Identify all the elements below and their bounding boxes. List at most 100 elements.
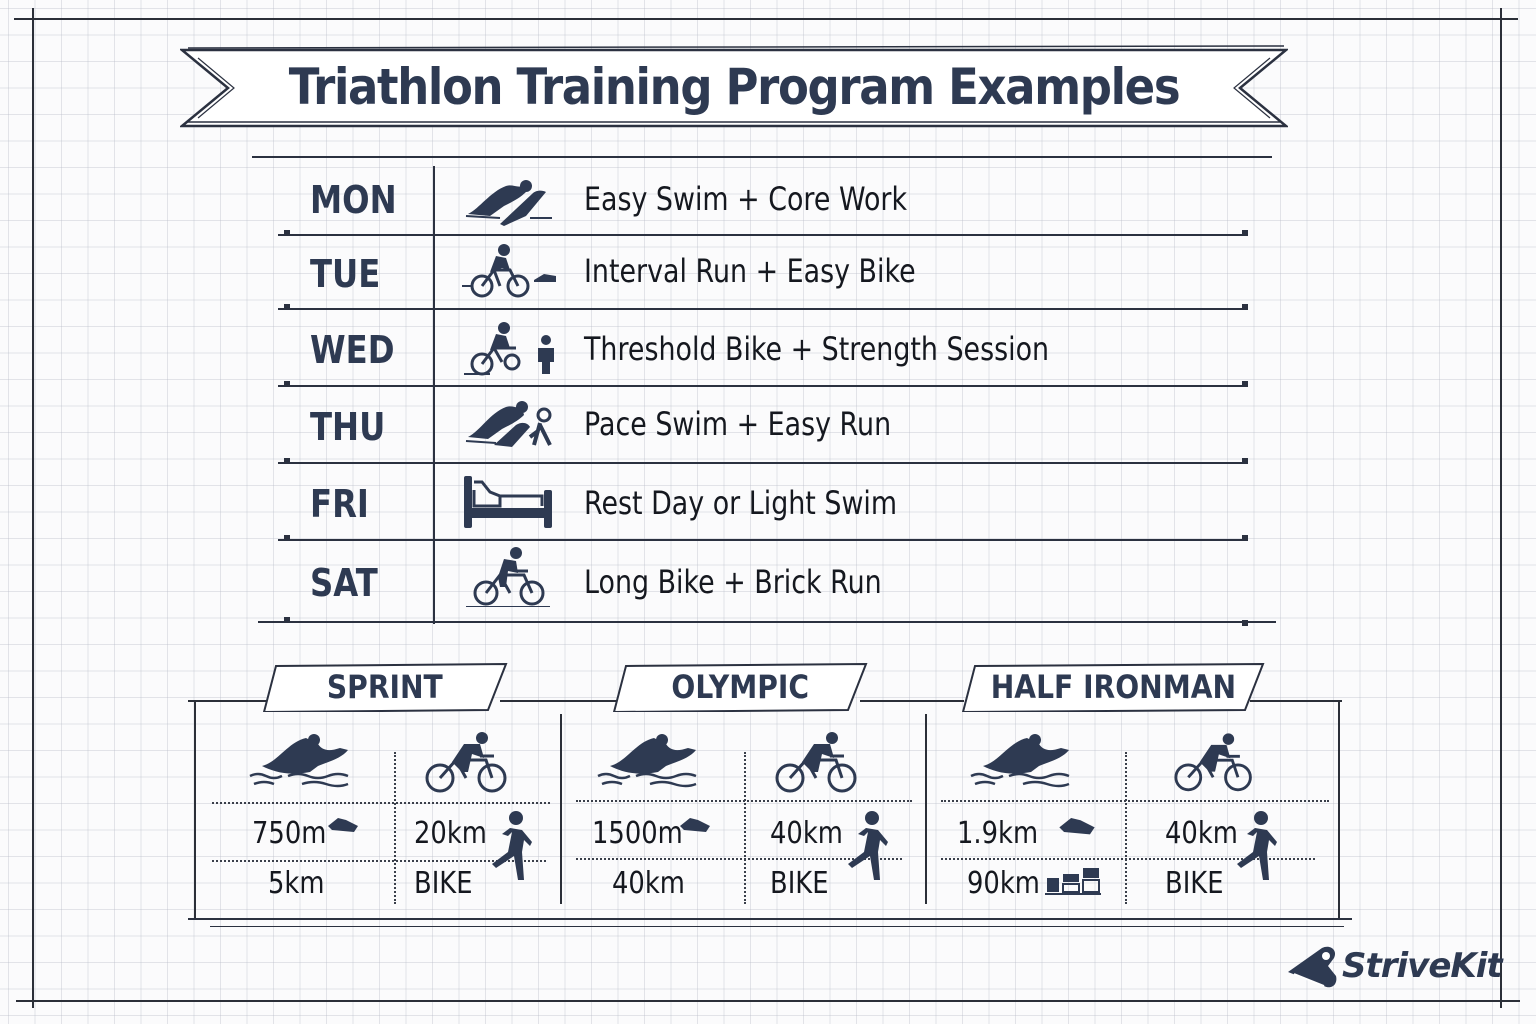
frame-right (1500, 8, 1502, 1008)
race-card-olympic: OLYMPIC 1500m 40km 40km BIKE (562, 660, 926, 930)
cards-top-rule-mid1 (500, 700, 624, 702)
card-grid-line (212, 802, 550, 804)
cards-right-edge (1338, 700, 1340, 918)
swim-icon (249, 734, 349, 788)
brand-name: StriveKit (1342, 946, 1503, 986)
activity-text: Threshold Bike + Strength Session (584, 330, 1050, 368)
row-marker (284, 381, 290, 387)
cards-top-rule-left (188, 700, 278, 702)
row-marker (1242, 458, 1248, 464)
card-grid-line (576, 858, 902, 860)
schedule-row-tue: TUE Interval Run + Easy Bike (258, 238, 1278, 312)
row-marker (1242, 381, 1248, 387)
activity-text: Interval Run + Easy Bike (584, 252, 916, 290)
run-distance: 40km (612, 866, 685, 901)
row-rule (278, 385, 1248, 387)
cards-divider-2 (925, 714, 927, 904)
swim-icon (465, 180, 552, 226)
card-grid-line (1125, 752, 1127, 904)
row-rule (278, 462, 1248, 464)
swim-distance: 750m (252, 816, 327, 851)
runner-icon (492, 811, 532, 880)
cards-bottom-rule (188, 918, 1352, 920)
bike-and-run-icon (462, 244, 556, 298)
card-grid-line (744, 752, 746, 904)
day-label: FRI (310, 482, 369, 526)
row-rule (278, 539, 1248, 541)
race-tab: OLYMPIC (612, 662, 868, 712)
row-rule (278, 234, 1248, 236)
bike-icon (425, 732, 507, 793)
run-distance: 90km (967, 866, 1040, 901)
race-name: SPRINT (327, 668, 443, 706)
schedule-row-sat: SAT Long Bike + Brick Run (258, 543, 1278, 617)
schedule-column-divider (433, 166, 435, 624)
ribbon-banner-shape (180, 45, 1288, 128)
bike-and-strength-icon (464, 322, 554, 376)
schedule-row-thu: THU Pace Swim + Easy Run (258, 389, 1278, 463)
runner-icon (1237, 811, 1277, 880)
frame-bottom (16, 1000, 1520, 1002)
frame-left (32, 8, 34, 1008)
swim-icon (597, 734, 697, 788)
activity-text: Easy Swim + Core Work (584, 180, 908, 218)
row-marker (1242, 230, 1248, 236)
row-marker (1242, 304, 1248, 310)
row-marker (284, 230, 290, 236)
bike-distance: 20km (414, 816, 487, 851)
title-banner: Triathlon Training Program Examples (180, 44, 1288, 128)
tab-ribbon-shape (961, 662, 1265, 712)
day-label: MON (310, 178, 397, 222)
bike-icon (466, 547, 550, 607)
bike-label: BIKE (1165, 866, 1224, 901)
day-label: WED (310, 328, 395, 372)
row-marker (1242, 620, 1248, 626)
day-label: TUE (310, 252, 381, 296)
bike-icon (1174, 733, 1252, 792)
bed-icon (464, 476, 552, 528)
activity-text: Long Bike + Brick Run (584, 563, 882, 601)
race-card-sprint: SPRINT 750m 5km 20km BIKE (196, 660, 560, 930)
day-label: SAT (310, 561, 378, 605)
strivekit-logo-icon (1288, 946, 1337, 988)
bike-distance: 40km (1165, 816, 1238, 851)
swim-cap-icon (680, 818, 710, 832)
card-grid-line (941, 858, 1315, 860)
swim-distance: 1.9km (957, 816, 1039, 851)
run-distance: 5km (268, 866, 325, 901)
activity-text: Rest Day or Light Swim (584, 484, 898, 522)
swim-cap-icon (1059, 817, 1095, 835)
race-name: HALF IRONMAN (990, 668, 1236, 706)
swim-distance: 1500m (592, 816, 683, 851)
tab-ribbon-shape (612, 662, 868, 712)
day-label: THU (310, 405, 386, 449)
cards-left-edge (194, 700, 196, 918)
race-tab: SPRINT (262, 662, 508, 712)
schedule-row-wed: WED Threshold Bike + Strength Session (258, 312, 1278, 386)
swim-cap-icon (328, 818, 358, 832)
blocks-icon (1045, 868, 1101, 895)
row-marker (1242, 535, 1248, 541)
bike-label: BIKE (770, 866, 829, 901)
row-marker (284, 617, 290, 623)
row-marker (284, 304, 290, 310)
cards-top-rule-mid2 (860, 700, 964, 702)
runner-icon (848, 811, 888, 880)
row-marker (284, 535, 290, 541)
race-card-half-ironman: HALF IRONMAN 1.9km 90km 40km BIKE (927, 660, 1339, 930)
tab-ribbon-shape (262, 662, 508, 712)
race-name: OLYMPIC (671, 668, 809, 706)
card-grid-line (941, 800, 1329, 802)
row-marker (284, 458, 290, 464)
row-rule (278, 308, 1248, 310)
page-title: Triathlon Training Program Examples (288, 58, 1181, 116)
cards-divider-1 (560, 714, 562, 904)
card-grid-line (212, 860, 546, 862)
schedule-row-mon: MON Easy Swim + Core Work (258, 164, 1278, 238)
cards-top-rule-right (1250, 700, 1342, 702)
swim-icon (970, 734, 1070, 788)
schedule-top-rule (252, 156, 1272, 158)
cards-bottom-rule-2 (210, 926, 1344, 927)
schedule-bottom-rule (258, 621, 1276, 623)
bike-label: BIKE (414, 866, 473, 901)
